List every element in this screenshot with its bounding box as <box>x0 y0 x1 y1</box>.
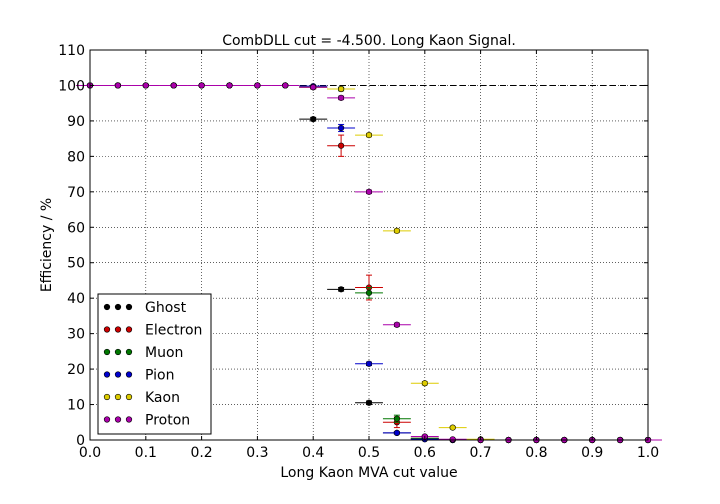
proton-data-point <box>142 82 149 89</box>
proton-data-point <box>198 82 205 89</box>
pion-data-point <box>365 360 373 367</box>
axes: 0.0 0.1 0.2 0.3 0.4 0.5 0.6 0.7 0.8 0.9 1.0 0 10 20 30… <box>58 43 659 461</box>
kaon-data-point <box>393 227 401 234</box>
x-tick-label: 0.9 <box>581 445 603 461</box>
proton-data-point <box>282 82 289 89</box>
y-tick-label: 50 <box>67 256 85 272</box>
y-tick-label: 110 <box>58 43 85 59</box>
legend-marker-pion <box>103 371 111 378</box>
x-tick-label: 0.6 <box>414 445 436 461</box>
legend-marker-kaon <box>125 393 133 401</box>
x-tick-label: 0.2 <box>190 445 212 461</box>
legend-label-pion: Pion <box>145 368 174 384</box>
legend-label-electron: Electron <box>145 323 202 339</box>
y-tick-label: 20 <box>67 362 85 378</box>
pion-data-point <box>393 429 401 437</box>
legend-label-kaon: Kaon <box>145 390 180 406</box>
legend-marker-ghost <box>103 303 111 311</box>
legend-marker-kaon <box>103 393 111 401</box>
legend-marker-proton <box>125 416 133 423</box>
x-tick-label: 0.1 <box>135 445 157 461</box>
y-tick-label: 30 <box>67 327 85 343</box>
electron-data-point <box>338 142 345 149</box>
legend-marker-ghost <box>125 303 133 311</box>
legend-label-ghost: Ghost <box>145 300 187 316</box>
legend-marker-pion <box>114 371 122 378</box>
kaon-data-point <box>449 424 456 431</box>
y-axis-label: Efficiency / % <box>39 198 55 292</box>
proton-data-point <box>310 84 317 91</box>
proton-data-point <box>393 321 401 328</box>
ghost-data-point <box>338 286 345 293</box>
legend: Ghost Electron Muon Pion Kaon Proton <box>97 293 212 435</box>
chart-title: CombDLL cut = -4.500. Long Kaon Signal. <box>222 33 516 49</box>
muon-data-point <box>365 289 373 296</box>
proton-data-point <box>338 94 345 101</box>
pion-data-point <box>338 124 345 132</box>
x-tick-label: 0.4 <box>302 445 324 461</box>
y-tick-label: 0 <box>76 433 85 449</box>
legend-marker-muon <box>125 348 133 356</box>
y-tick-label: 10 <box>67 398 85 414</box>
x-tick-label: 0.8 <box>525 445 547 461</box>
kaon-data-point <box>421 380 428 387</box>
legend-marker-muon <box>103 348 111 356</box>
legend-marker-pion <box>125 371 133 378</box>
proton-data-point <box>365 188 373 195</box>
y-tick-label: 80 <box>67 149 85 165</box>
x-tick-label: 0.7 <box>469 445 491 461</box>
proton-data-point <box>114 82 121 89</box>
y-tick-label: 70 <box>67 185 85 201</box>
x-tick-label: 1.0 <box>637 445 659 461</box>
kaon-data-point <box>338 85 345 93</box>
legend-marker-electron <box>114 326 122 333</box>
x-tick-label: 0.5 <box>358 445 380 461</box>
ghost-data-point <box>365 399 373 406</box>
legend-label-muon: Muon <box>145 345 183 361</box>
proton-data-point <box>226 82 233 89</box>
muon-data-point <box>393 415 401 422</box>
proton-data-point <box>449 436 456 443</box>
legend-marker-proton <box>103 416 111 423</box>
legend-label-proton: Proton <box>145 413 190 429</box>
legend-marker-proton <box>114 416 122 423</box>
legend-box <box>97 293 212 435</box>
y-tick-label: 90 <box>67 114 85 130</box>
y-tick-label: 60 <box>67 220 85 236</box>
y-tick-label: 100 <box>58 78 85 94</box>
x-axis-label: Long Kaon MVA cut value <box>280 465 457 481</box>
y-tick-label: 40 <box>67 291 85 307</box>
legend-marker-kaon <box>114 393 122 401</box>
x-tick-label: 0.0 <box>79 445 101 461</box>
legend-marker-muon <box>114 348 122 356</box>
proton-data-point <box>170 82 177 89</box>
ghost-data-point <box>310 116 317 123</box>
legend-marker-ghost <box>114 303 122 311</box>
legend-marker-electron <box>103 326 111 333</box>
legend-marker-electron <box>125 326 133 333</box>
kaon-data-point <box>365 131 373 139</box>
x-tick-label: 0.3 <box>246 445 268 461</box>
proton-data-point <box>254 82 261 89</box>
